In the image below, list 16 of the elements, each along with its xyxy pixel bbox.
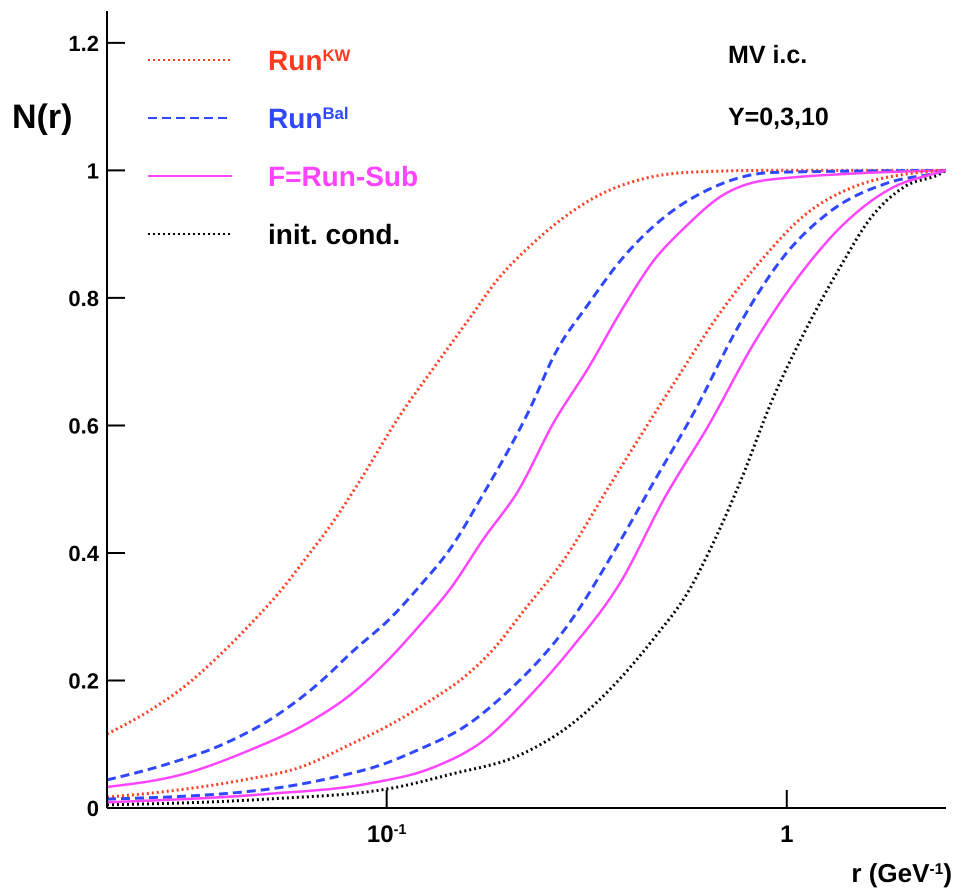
y-tick-label: 0.4 [68, 540, 100, 566]
y-tick-label: 0.2 [68, 668, 99, 694]
annotation: MV i.c. [728, 41, 808, 69]
y-axis-title: N(r) [12, 98, 72, 136]
legend-label: init. cond. [268, 219, 400, 250]
legend-label: Run$^{Bal}$ [268, 103, 349, 134]
x-tick-label: 10$^{-1}$ [366, 821, 406, 848]
y-tick-label: 0.6 [68, 413, 99, 438]
annotation: Y=0,3,10 [728, 103, 829, 131]
y-tick-label: 0 [86, 796, 99, 821]
y-tick-label: 1 [86, 158, 99, 184]
x-axis-title: r (GeV$^{-1}$) [851, 858, 952, 888]
y-tick-label: 1.2 [68, 30, 99, 56]
legend-label: Run$^{KW}$ [268, 45, 351, 76]
legend-label: F=Run-Sub [268, 161, 418, 192]
y-tick-label: 0.8 [68, 286, 99, 311]
